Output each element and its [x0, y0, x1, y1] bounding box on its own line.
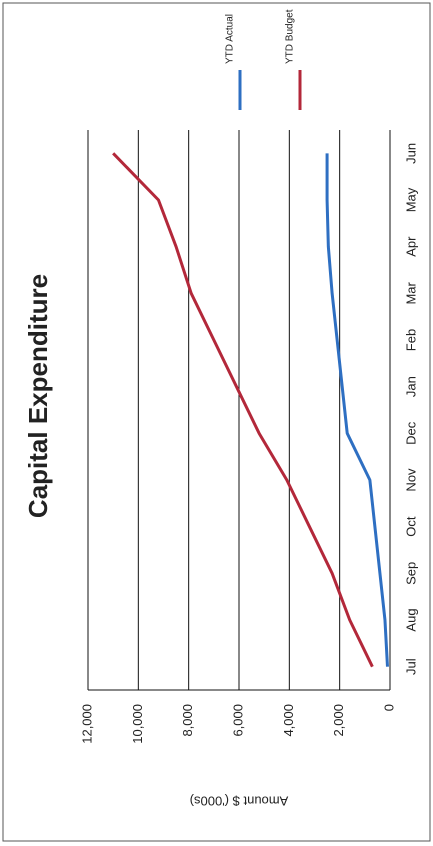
- x-tick-label: Mar: [403, 281, 418, 304]
- x-tick-label: Jun: [403, 143, 418, 164]
- x-tick-label: Oct: [403, 516, 418, 537]
- x-tick-label: Aug: [403, 608, 418, 631]
- y-tick-label: 10,000: [130, 704, 145, 744]
- legend-label: YTD Budget: [285, 9, 296, 64]
- x-tick-label: Jan: [403, 376, 418, 397]
- y-tick-label: 12,000: [79, 704, 94, 744]
- series-line: [325, 153, 389, 667]
- y-tick-label: 2,000: [331, 704, 346, 737]
- chart-title: Capital Expenditure: [23, 274, 53, 518]
- x-tick-label: Nov: [403, 468, 418, 492]
- legend-label: YTD Actual: [225, 14, 236, 64]
- x-tick-label: May: [403, 187, 418, 212]
- y-tick-label: 4,000: [281, 704, 296, 737]
- series-line: [112, 152, 374, 668]
- x-tick-label: Dec: [403, 421, 418, 445]
- x-tick-label: Sep: [403, 562, 418, 585]
- y-tick-label: 8,000: [180, 704, 195, 737]
- x-tick-label: Apr: [403, 236, 418, 257]
- x-tick-label: Feb: [403, 329, 418, 351]
- y-tick-label: 0: [381, 704, 396, 711]
- chart: Capital Expenditure Amount $ ('000s) 0 2,0…: [23, 9, 419, 808]
- x-tick-label: Jul: [403, 658, 418, 675]
- y-axis-title: Amount $ ('000s): [190, 794, 289, 809]
- y-tick-label: 6,000: [230, 704, 245, 737]
